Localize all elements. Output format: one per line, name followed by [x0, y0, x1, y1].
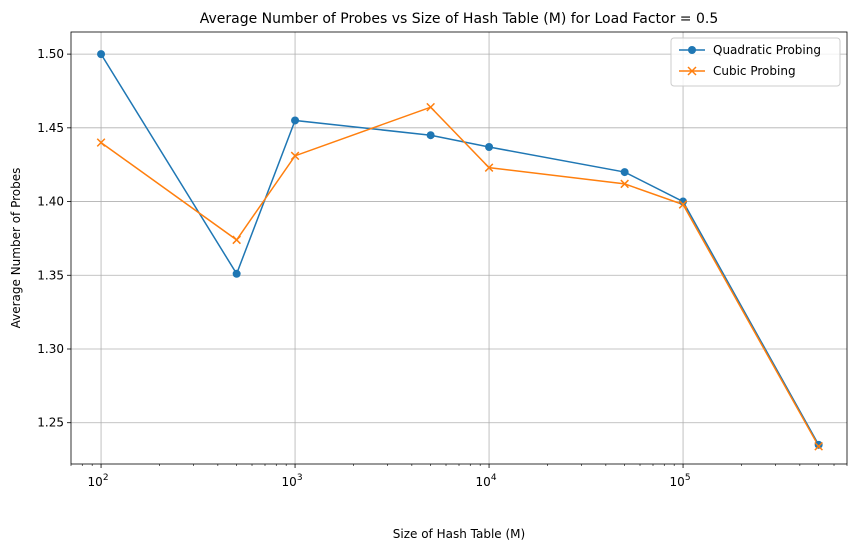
legend-label-quadratic: Quadratic Probing	[713, 43, 821, 57]
data-point-quadratic	[485, 143, 494, 152]
series-layer	[96, 50, 823, 451]
legend-marker-cubic	[687, 66, 697, 76]
data-point-cubic	[814, 441, 823, 451]
legend-marker-quadratic	[688, 46, 696, 54]
grid-lines	[71, 32, 847, 464]
data-point-quadratic	[97, 50, 106, 59]
data-point-cubic	[620, 179, 629, 189]
x-tick-label: 105	[670, 473, 691, 489]
data-point-cubic	[290, 151, 300, 161]
y-tick-label: 1.45	[37, 121, 64, 135]
data-point-cubic	[426, 102, 435, 112]
data-point-quadratic	[426, 131, 435, 140]
y-tick-label: 1.50	[37, 47, 64, 61]
series-line-quadratic	[100, 53, 820, 446]
data-point-quadratic	[814, 440, 823, 449]
data-point-cubic	[96, 138, 106, 147]
data-point-cubic	[678, 200, 688, 209]
data-point-cubic	[484, 163, 494, 172]
legend: Quadratic Probing Cubic Probing	[670, 37, 841, 87]
data-point-quadratic	[620, 168, 629, 177]
x-tick-label: 102	[88, 473, 109, 489]
y-tick-label: 1.40	[37, 195, 64, 209]
x-tick-label: 104	[476, 473, 497, 489]
data-point-cubic	[232, 235, 241, 245]
y-tick-label: 1.25	[37, 416, 64, 430]
series-line-cubic	[100, 106, 820, 447]
y-axis-label: Average Number of Probes	[9, 168, 23, 329]
y-tick-label: 1.35	[37, 268, 64, 282]
y-tick-label: 1.30	[37, 342, 64, 356]
data-point-quadratic	[291, 116, 300, 125]
x-tick-label: 103	[282, 473, 303, 489]
axis-ticks: 1.25 1.30 1.35 1.40 1.45 1.50 102 103 104 105	[37, 47, 848, 489]
chart-title: Average Number of Probes vs Size of Hash…	[200, 11, 719, 27]
x-axis-label: Size of Hash Table (M)	[393, 527, 525, 541]
data-point-quadratic	[232, 269, 241, 278]
legend-label-cubic: Cubic Probing	[713, 64, 796, 78]
legend-box	[670, 37, 841, 87]
